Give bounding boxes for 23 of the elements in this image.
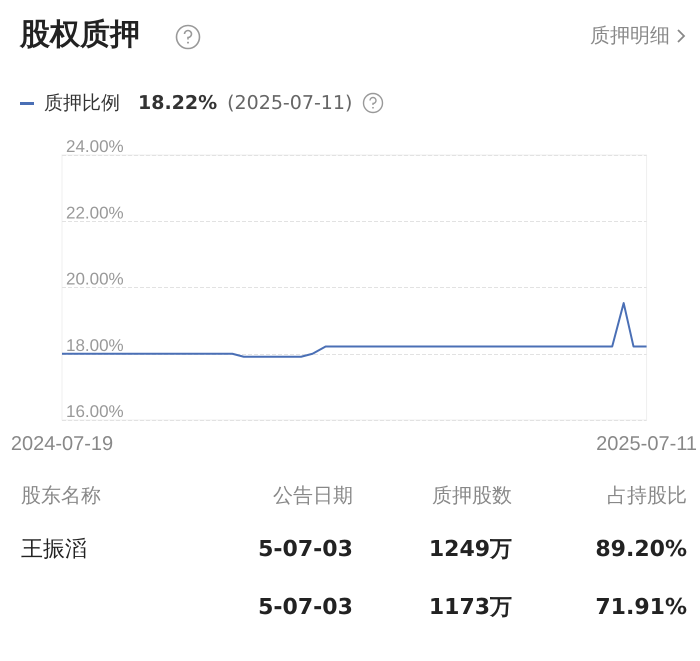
text: 18.22% [138, 92, 218, 114]
x-tick-label: 2025-07-11 [596, 433, 698, 455]
y-tick-label: 24.00% [66, 137, 124, 156]
text: 89.20% [595, 536, 687, 562]
category-label: 占持股比 [606, 482, 688, 508]
text: 质押明细 [590, 22, 670, 49]
category-label: 股东名称 [20, 482, 102, 508]
y-tick-label: 16.00% [66, 402, 124, 421]
y-tick-label: 18.00% [66, 336, 124, 355]
category-label: 质押股数 [431, 482, 514, 508]
chart-title: 股权质押 [20, 16, 140, 54]
legend-label: 质押比例 [44, 91, 120, 116]
text: 1249万 [428, 537, 512, 562]
text: 王振滔 [21, 537, 87, 562]
y-tick-label: 20.00% [66, 270, 124, 288]
text: 5-07-03 [258, 536, 353, 562]
x-tick-label: 2024-07-19 [10, 433, 114, 455]
text: (2025-07-11) [227, 92, 352, 114]
text: 1173万 [428, 595, 512, 620]
text: 5-07-03 [258, 594, 353, 620]
text: 71.91% [595, 594, 687, 620]
y-tick-label: 22.00% [66, 203, 124, 222]
category-label: 公告日期 [272, 482, 354, 508]
